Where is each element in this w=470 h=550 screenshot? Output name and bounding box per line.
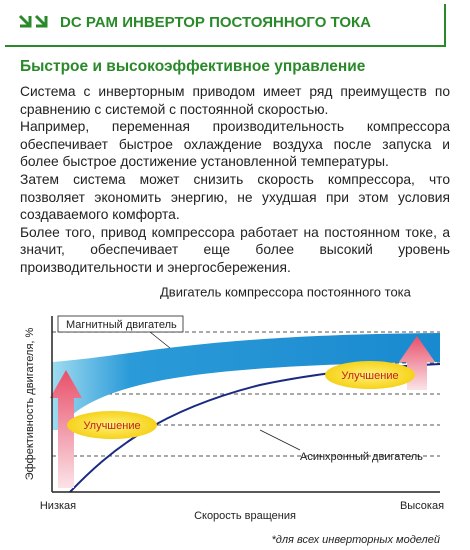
- async-label: Асинхронный двигатель: [300, 451, 423, 463]
- paragraph: Затем система может снизить скорость ком…: [20, 171, 450, 223]
- header-decor: [5, 4, 446, 47]
- section-title: Быстрое и высокоэффективное управление: [20, 58, 366, 75]
- diagram-title: Двигатель компрессора постоянного тока: [160, 284, 412, 299]
- paragraph: Более того, привод компрессора работает …: [20, 224, 450, 275]
- x-axis-label: Скорость вращения: [194, 510, 296, 522]
- y-axis-label: Эффективность двигателя, %: [24, 327, 36, 480]
- improvement-label: Улучшение: [341, 370, 398, 382]
- magnet-band: [52, 333, 440, 430]
- improvement-label: Улучшение: [83, 420, 140, 432]
- body-text: Система с инверторным приводом имеет ряд…: [20, 83, 450, 277]
- paragraph: Система с инверторным приводом имеет ряд…: [20, 84, 450, 117]
- paragraph: Например, переменная производительность …: [20, 119, 450, 170]
- header-title: DC PAM ИНВЕРТОР ПОСТОЯННОГО ТОКА: [60, 14, 371, 31]
- x-low: Низкая: [40, 500, 76, 512]
- arrow: [50, 370, 82, 488]
- footnote: *для всех инверторных моделей: [271, 534, 440, 546]
- x-high: Высокая: [400, 500, 444, 512]
- diagram: Двигатель компрессора постоянного тока М…: [24, 284, 444, 546]
- magnet-label: Магнитный двигатель: [66, 319, 177, 331]
